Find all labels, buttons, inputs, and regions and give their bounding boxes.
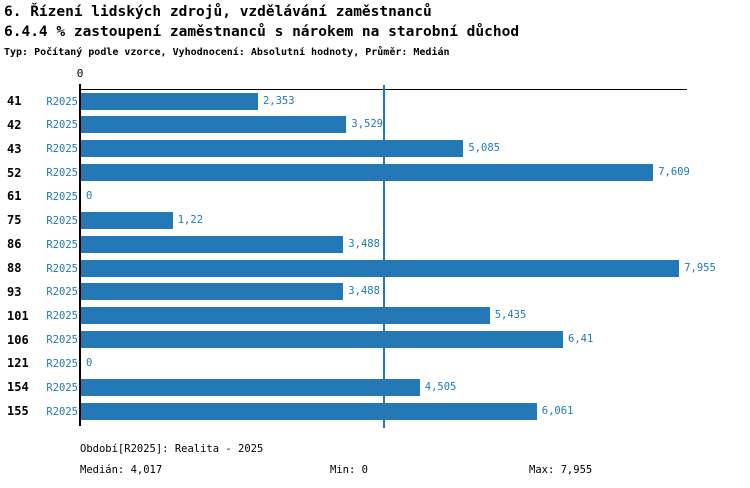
bar-value-label: 0 bbox=[86, 189, 93, 202]
row-category-label: 155 bbox=[7, 404, 29, 419]
row-period-label: R2025 bbox=[46, 310, 78, 323]
bar-value-label: 5,085 bbox=[468, 142, 500, 155]
x-axis-tick-zero: 0 bbox=[76, 67, 84, 80]
row-period-label: R2025 bbox=[46, 286, 78, 299]
row-category-label: 121 bbox=[7, 356, 29, 371]
row-period-label: R2025 bbox=[46, 190, 78, 203]
bar-value-label: 3,529 bbox=[351, 118, 383, 131]
row-category-label: 88 bbox=[7, 261, 22, 276]
bar bbox=[81, 259, 680, 277]
row-category-label: 101 bbox=[7, 308, 29, 323]
bar-value-label: 0 bbox=[86, 356, 93, 369]
row-period-label: R2025 bbox=[46, 357, 78, 370]
bar bbox=[81, 140, 464, 158]
bar bbox=[81, 211, 173, 229]
row-category-label: 75 bbox=[7, 213, 22, 228]
bar-value-label: 7,955 bbox=[684, 261, 716, 274]
bar-value-label: 5,435 bbox=[494, 309, 527, 322]
x-axis-line bbox=[79, 88, 687, 90]
footer-median: Medián: 4,017 bbox=[80, 464, 163, 476]
row-category-label: 41 bbox=[7, 94, 22, 108]
row-category-label: 43 bbox=[7, 141, 22, 156]
bar bbox=[81, 116, 347, 134]
row-category-label: 93 bbox=[7, 284, 22, 299]
row-period-label: R2025 bbox=[46, 95, 78, 108]
row-category-label: 42 bbox=[7, 117, 22, 132]
bar-value-label: 3,488 bbox=[348, 285, 380, 298]
bar bbox=[81, 307, 490, 325]
row-period-label: R2025 bbox=[46, 262, 78, 275]
row-period-label: R2025 bbox=[46, 334, 78, 347]
footer-period: Období[R2025]: Realita - 2025 bbox=[80, 443, 264, 455]
footer-min: Min: 0 bbox=[330, 464, 368, 476]
bar bbox=[81, 164, 654, 182]
bar-value-label: 6,41 bbox=[568, 333, 594, 346]
bar bbox=[81, 331, 564, 349]
bar-value-label: 6,061 bbox=[541, 404, 574, 417]
bar-value-label: 7,609 bbox=[658, 166, 690, 179]
chart-meta-line: Typ: Počítaný podle vzorce, Vyhodnocení:… bbox=[4, 47, 450, 58]
row-period-label: R2025 bbox=[46, 238, 78, 251]
bar bbox=[81, 283, 344, 301]
bar-value-label: 1,22 bbox=[177, 213, 204, 226]
bar bbox=[81, 235, 344, 253]
row-period-label: R2025 bbox=[46, 119, 78, 132]
bar bbox=[81, 378, 420, 396]
row-period-label: R2025 bbox=[46, 143, 78, 156]
row-period-label: R2025 bbox=[46, 214, 78, 227]
chart-title-line2: 6.4.4 % zastoupení zaměstnanců s nárokem… bbox=[4, 24, 520, 40]
row-category-label: 86 bbox=[7, 237, 22, 252]
bar-value-label: 4,505 bbox=[424, 380, 457, 393]
median-line bbox=[383, 85, 385, 428]
chart-title-line1: 6. Řízení lidských zdrojů, vzdělávání za… bbox=[4, 4, 432, 20]
row-category-label: 154 bbox=[7, 380, 29, 395]
bar bbox=[81, 402, 537, 420]
row-category-label: 106 bbox=[7, 332, 29, 347]
footer-max: Max: 7,955 bbox=[529, 464, 593, 476]
bar-value-label: 2,353 bbox=[262, 94, 295, 107]
row-period-label: R2025 bbox=[46, 405, 78, 418]
row-category-label: 52 bbox=[7, 165, 22, 180]
row-category-label: 61 bbox=[7, 189, 22, 204]
bar bbox=[81, 92, 258, 110]
row-period-label: R2025 bbox=[46, 167, 78, 180]
y-axis-line bbox=[79, 84, 81, 426]
bar-value-label: 3,488 bbox=[348, 237, 380, 250]
row-period-label: R2025 bbox=[46, 381, 78, 394]
